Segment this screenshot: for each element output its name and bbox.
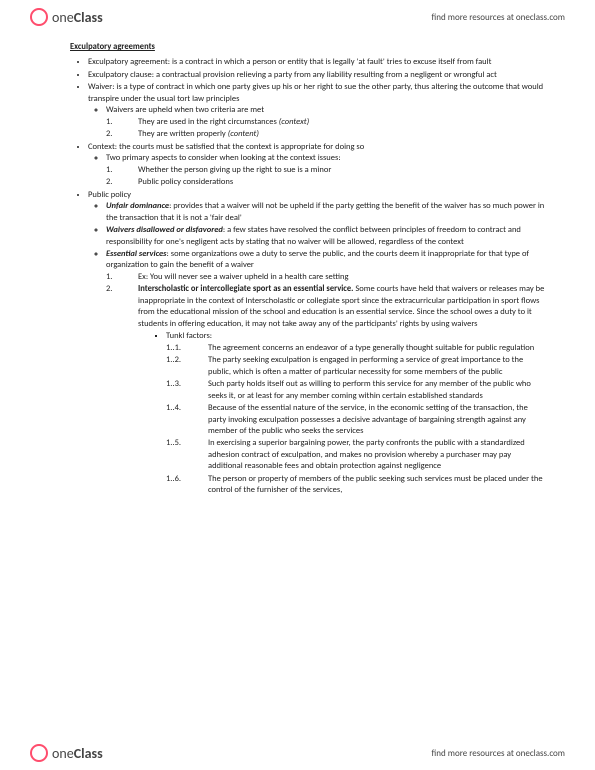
waiver-criteria: Waivers are upheld when two criteria are… — [106, 105, 545, 140]
bullet-public-policy: Public policy Unfair dominance: provides… — [88, 190, 545, 497]
brand-part2-f: Class — [74, 745, 103, 762]
page-footer: oneClass find more resources at oneclass… — [0, 736, 595, 770]
waiver-criteria-text: Waivers are upheld when two criteria are… — [106, 105, 264, 115]
tunkl-container: Tunkl factors: 1..1.The agreement concer… — [106, 331, 545, 497]
aspect-2: 2.Public policy considerations — [106, 177, 545, 188]
page-header: oneClass find more resources at oneclass… — [0, 0, 595, 34]
brand-name-footer: oneClass — [52, 745, 103, 762]
essential-services-label: Essential services — [106, 249, 167, 259]
waiver-criteria-list: 1.They are used in the right circumstanc… — [106, 117, 545, 141]
num-2: 2. — [106, 129, 138, 140]
brand-part1: one — [52, 9, 74, 26]
tunkl-3: 1..3.Such party holds itself out as will… — [166, 379, 545, 402]
tunkl-1-text: The agreement concerns an endeavor of a … — [208, 343, 534, 354]
criteria-2-text: They are written properly — [138, 129, 228, 139]
brand-name: oneClass — [52, 9, 103, 26]
ex-sport: 2.Interscholastic or intercollegiate spo… — [106, 284, 545, 330]
brand-part1-f: one — [52, 745, 74, 762]
criteria-2-italic: (content) — [228, 129, 259, 139]
policy-sublist: Unfair dominance: provides that a waiver… — [88, 201, 545, 497]
ex-healthcare: 1.Ex: You will never see a waiver upheld… — [106, 272, 545, 283]
unfair-dominance-text: : provides that a waiver will not be uph… — [106, 201, 544, 222]
context-aspects: Two primary aspects to consider when loo… — [106, 153, 545, 188]
num-a2: 2. — [106, 177, 138, 188]
tunkl-4: 1..4.Because of the essential nature of … — [166, 403, 545, 437]
waivers-disallowed-label: Waivers disallowed or disfavored — [106, 225, 223, 235]
main-list: Exculpatory agreement: is a contract in … — [70, 57, 545, 496]
bullet-context: Context: the courts must be satisfied th… — [88, 142, 545, 189]
num-e2: 2. — [106, 284, 138, 330]
tunkl-5-text: In exercising a superior bargaining powe… — [208, 438, 545, 472]
aspect-1-text: Whether the person giving up the right t… — [138, 165, 331, 176]
essential-services-text: : some organizations owe a duty to serve… — [106, 249, 529, 270]
tunkl-list: 1..1.The agreement concerns an endeavor … — [166, 343, 545, 497]
unfair-dominance: Unfair dominance: provides that a waiver… — [106, 201, 545, 224]
tunkl-label: Tunkl factors: — [166, 331, 212, 341]
tunkl-1: 1..1.The agreement concerns an endeavor … — [166, 343, 545, 354]
bullet-exculpatory-agreement: Exculpatory agreement: is a contract in … — [88, 57, 545, 68]
tn-1: 1..1. — [166, 343, 208, 354]
ex-sport-bold: Interscholastic or intercollegiate sport… — [138, 284, 355, 294]
tunkl-6-text: The person or property of members of the… — [208, 474, 545, 497]
aspect-2-text: Public policy considerations — [138, 177, 233, 188]
bullet-exculpatory-clause: Exculpatory clause: a contractual provis… — [88, 70, 545, 81]
tunkl-6: 1..6.The person or property of members o… — [166, 474, 545, 497]
tunkl-4-text: Because of the essential nature of the s… — [208, 403, 545, 437]
num-a1: 1. — [106, 165, 138, 176]
tunkl-2: 1..2.The party seeking exculpation is en… — [166, 355, 545, 378]
tunkl-3-text: Such party holds itself out as willing t… — [208, 379, 545, 402]
essential-examples: 1.Ex: You will never see a waiver upheld… — [106, 272, 545, 330]
context-aspects-list: 1.Whether the person giving up the right… — [106, 165, 545, 189]
bullet-waiver: Waiver: is a type of contract in which o… — [88, 82, 545, 140]
brand-logo-footer: oneClass — [30, 744, 103, 762]
doc-title: Exculpatory agreements — [70, 42, 545, 53]
footer-link[interactable]: find more resources at oneclass.com — [432, 748, 565, 759]
waiver-sublist: Waivers are upheld when two criteria are… — [88, 105, 545, 140]
aspect-1: 1.Whether the person giving up the right… — [106, 165, 545, 176]
context-text: Context: the courts must be satisfied th… — [88, 142, 364, 152]
tn-3: 1..3. — [166, 379, 208, 402]
context-aspects-text: Two primary aspects to consider when loo… — [106, 153, 341, 163]
tn-5: 1..5. — [166, 438, 208, 472]
waivers-disallowed: Waivers disallowed or disfavored: a few … — [106, 225, 545, 248]
criteria-1-italic: (context) — [279, 117, 309, 127]
tunkl-item: Tunkl factors: 1..1.The agreement concer… — [166, 331, 545, 497]
brand-logo: oneClass — [30, 8, 103, 26]
tunkl-2-text: The party seeking exculpation is engaged… — [208, 355, 545, 378]
brand-part2: Class — [74, 9, 103, 26]
document-body: Exculpatory agreements Exculpatory agree… — [70, 42, 545, 728]
num-e1: 1. — [106, 272, 138, 283]
tn-6: 1..6. — [166, 474, 208, 497]
tunkl-5: 1..5.In exercising a superior bargaining… — [166, 438, 545, 472]
context-sublist: Two primary aspects to consider when loo… — [88, 153, 545, 188]
logo-ring-icon-footer — [30, 744, 48, 762]
tn-4: 1..4. — [166, 403, 208, 437]
ex-healthcare-text: Ex: You will never see a waiver upheld i… — [138, 272, 348, 283]
public-policy-text: Public policy — [88, 190, 131, 200]
logo-ring-icon — [30, 8, 48, 26]
criteria-1-text: They are used in the right circumstances — [138, 117, 279, 127]
waiver-text: Waiver: is a type of contract in which o… — [88, 82, 543, 103]
criteria-2: 2.They are written properly (content) — [106, 129, 545, 140]
num-1: 1. — [106, 117, 138, 128]
tn-2: 1..2. — [166, 355, 208, 378]
essential-services: Essential services: some organizations o… — [106, 249, 545, 497]
header-link[interactable]: find more resources at oneclass.com — [432, 12, 565, 23]
criteria-1: 1.They are used in the right circumstanc… — [106, 117, 545, 128]
unfair-dominance-label: Unfair dominance — [106, 201, 169, 211]
